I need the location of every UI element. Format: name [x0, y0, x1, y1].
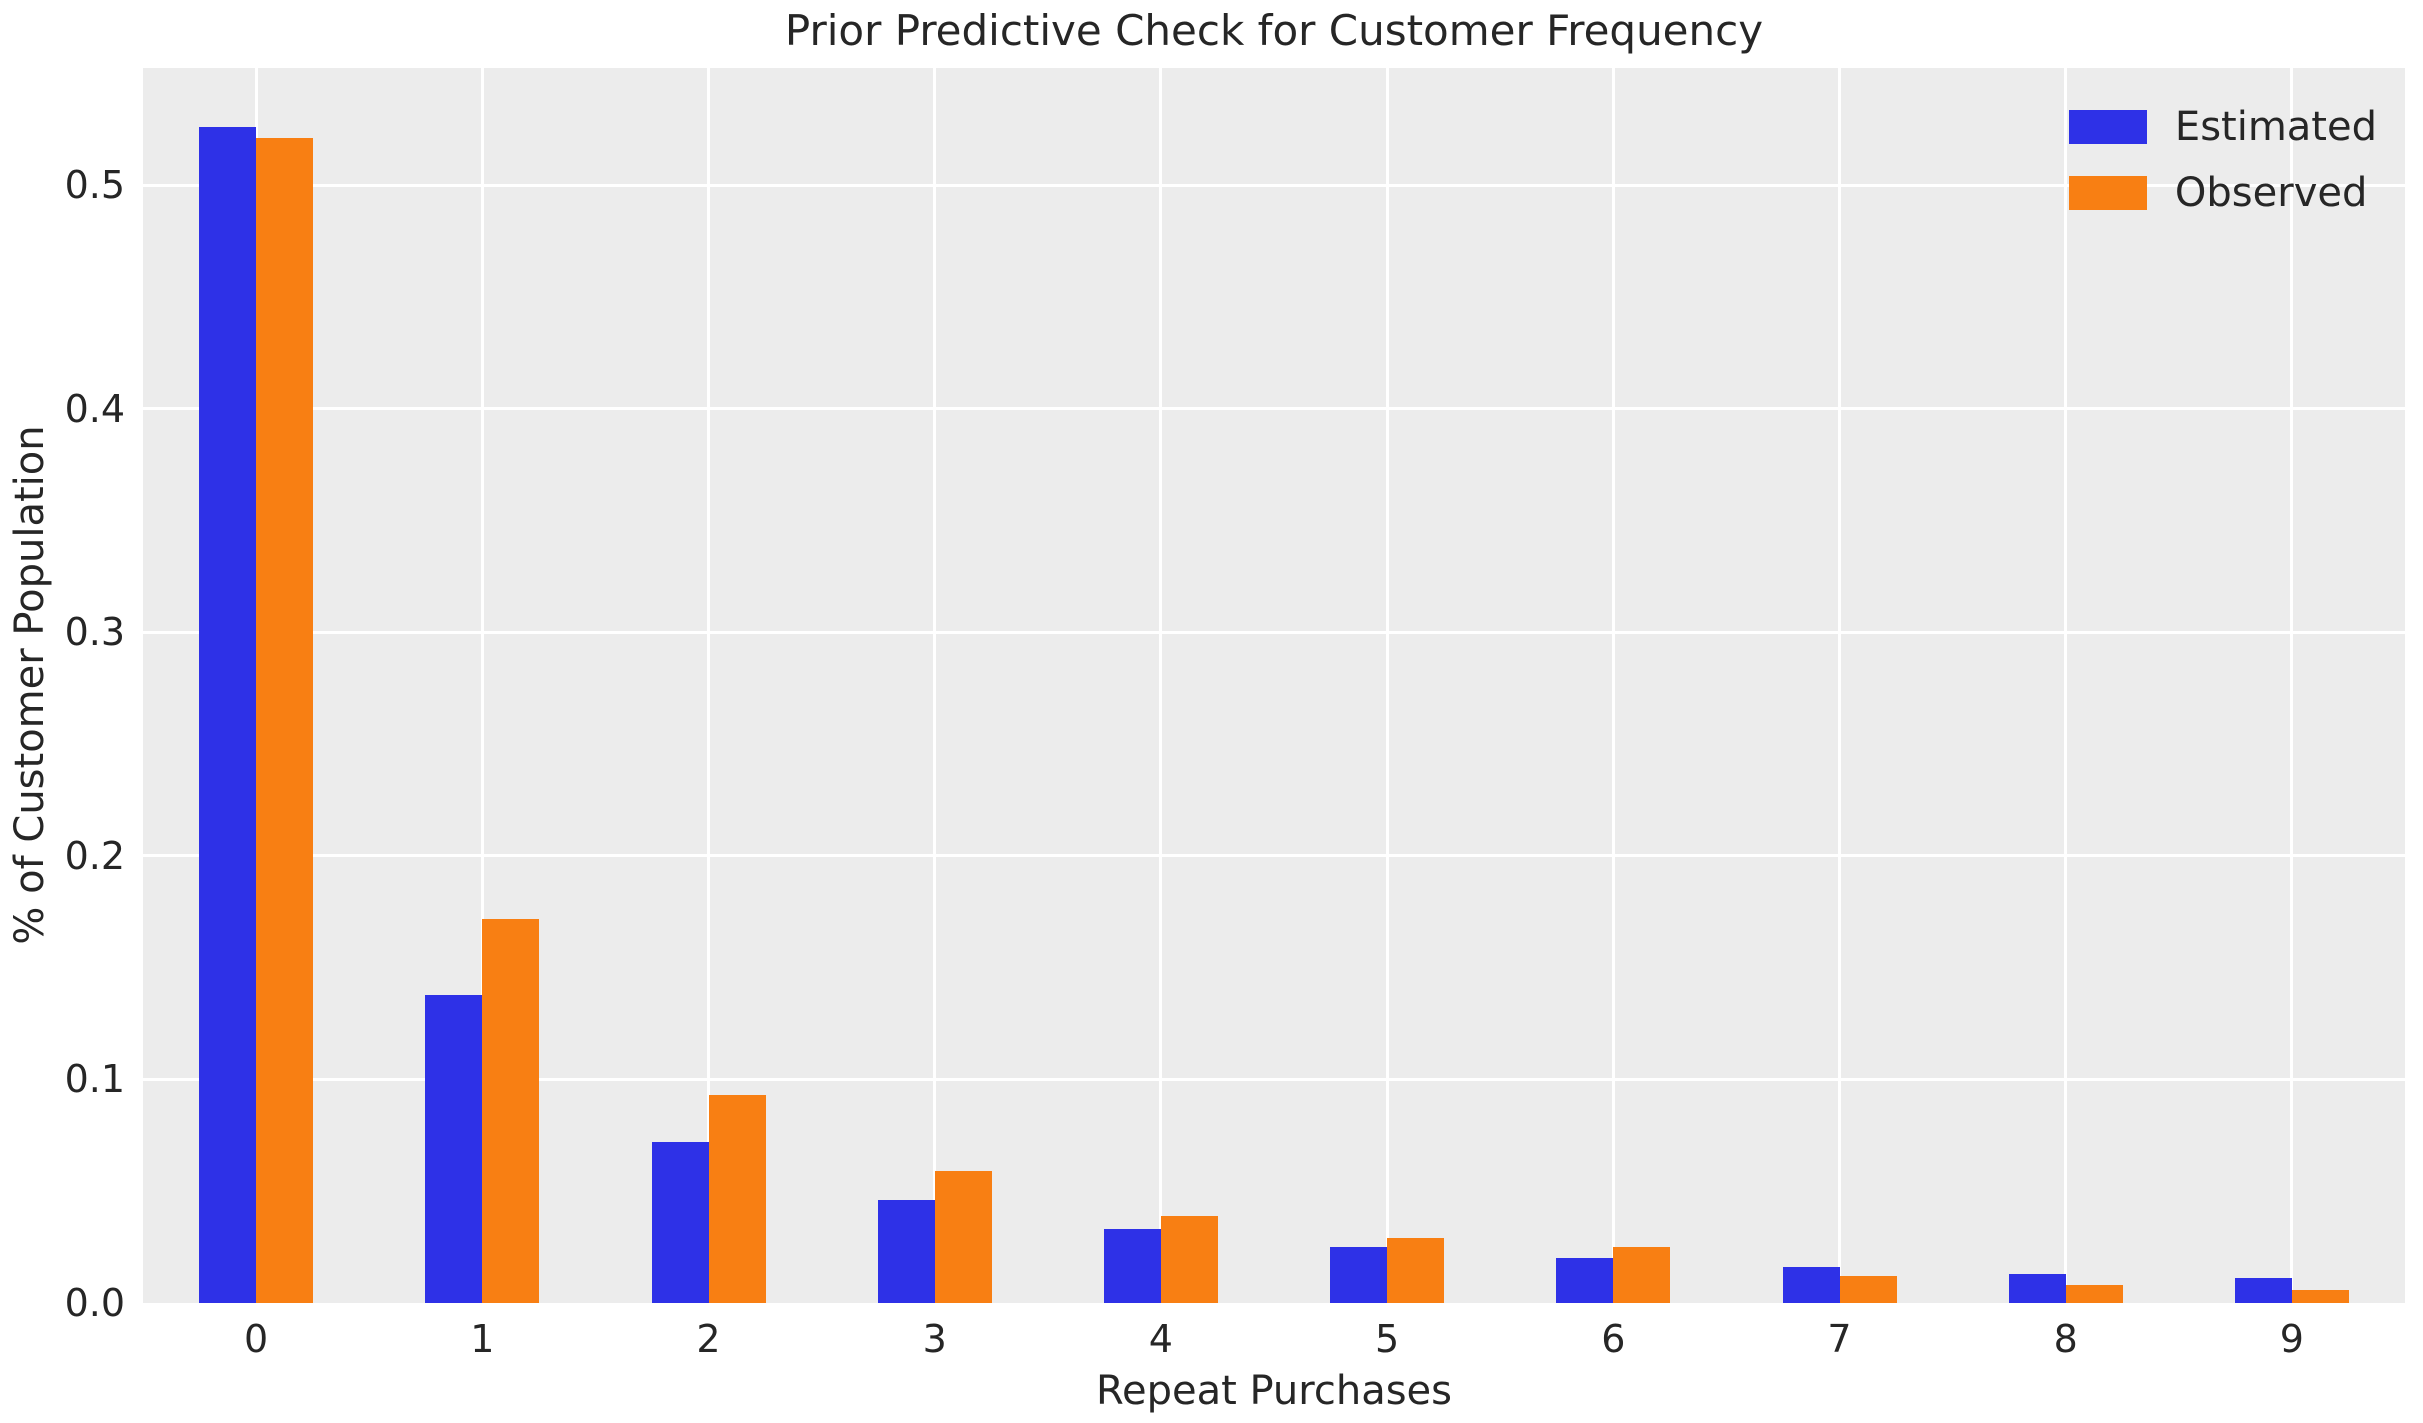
v-gridline-5 — [1385, 68, 1389, 1303]
estimated-bar-2 — [651, 1142, 709, 1303]
observed-bar-4 — [1160, 1215, 1218, 1303]
observed-bar-5 — [1387, 1238, 1445, 1303]
observed-bar-8 — [2065, 1285, 2123, 1303]
x-tick-label-0: 0 — [244, 1317, 269, 1361]
x-tick-label-4: 4 — [1148, 1317, 1173, 1361]
y-tick-label-0.2: 0.2 — [64, 833, 125, 878]
observed-bar-7 — [1839, 1276, 1897, 1303]
x-tick-label-5: 5 — [1375, 1317, 1400, 1361]
observed-bar-3 — [934, 1171, 992, 1303]
y-tick-label-0.3: 0.3 — [64, 610, 125, 655]
legend-swatch-observed — [2068, 176, 2147, 210]
estimated-bar-7 — [1782, 1267, 1840, 1303]
x-axis-label: Repeat Purchases — [1096, 1368, 1452, 1414]
v-gridline-1 — [480, 68, 484, 1303]
estimated-bar-8 — [2008, 1273, 2066, 1303]
h-gridline-0.2 — [143, 854, 2405, 858]
v-gridline-7 — [1838, 68, 1841, 1303]
x-tick-label-7: 7 — [1827, 1317, 1852, 1361]
plot-area: Estimated Observed — [143, 68, 2405, 1303]
h-gridline-0.1 — [143, 1077, 2405, 1081]
y-tick-label-0.0: 0.0 — [64, 1281, 125, 1325]
y-tick-label-0.4: 0.4 — [64, 386, 125, 431]
v-gridline-4 — [1159, 68, 1163, 1303]
estimated-bar-4 — [1103, 1229, 1161, 1303]
legend-label-observed: Observed — [2174, 170, 2368, 216]
estimated-bar-0 — [199, 127, 257, 1303]
v-gridline-3 — [933, 68, 937, 1303]
legend-swatch-estimated — [2068, 110, 2147, 144]
estimated-bar-1 — [425, 994, 483, 1303]
y-tick-label-0.1: 0.1 — [64, 1057, 125, 1102]
legend-row-observed: Observed — [2068, 170, 2377, 216]
observed-bar-2 — [708, 1095, 766, 1303]
x-tick-label-3: 3 — [922, 1317, 947, 1361]
legend-label-estimated: Estimated — [2174, 104, 2377, 150]
estimated-bar-6 — [1556, 1258, 1614, 1303]
h-gridline-0.4 — [143, 407, 2405, 411]
observed-bar-0 — [256, 138, 314, 1303]
v-gridline-2 — [707, 68, 710, 1303]
v-gridline-9 — [2290, 68, 2294, 1303]
h-gridline-0.5 — [143, 183, 2405, 187]
x-tick-label-1: 1 — [470, 1317, 495, 1361]
x-tick-label-6: 6 — [1601, 1317, 1626, 1361]
observed-bar-9 — [2291, 1289, 2349, 1303]
v-gridline-8 — [2064, 68, 2068, 1303]
estimated-bar-9 — [2234, 1278, 2292, 1303]
x-tick-label-2: 2 — [696, 1317, 721, 1361]
h-gridline-0.3 — [143, 630, 2405, 634]
legend: Estimated Observed — [2068, 104, 2377, 216]
legend-row-estimated: Estimated — [2068, 104, 2377, 150]
y-tick-label-0.5: 0.5 — [64, 163, 125, 208]
chart-title: Prior Predictive Check for Customer Freq… — [784, 6, 1764, 55]
x-tick-label-9: 9 — [2279, 1317, 2304, 1361]
v-gridline-6 — [1611, 68, 1615, 1303]
estimated-bar-5 — [1330, 1247, 1388, 1303]
observed-bar-1 — [482, 918, 540, 1303]
observed-bar-6 — [1613, 1247, 1671, 1303]
estimated-bar-3 — [877, 1200, 935, 1303]
y-axis-label: % of Customer Population — [7, 425, 53, 945]
x-tick-label-8: 8 — [2053, 1317, 2078, 1361]
